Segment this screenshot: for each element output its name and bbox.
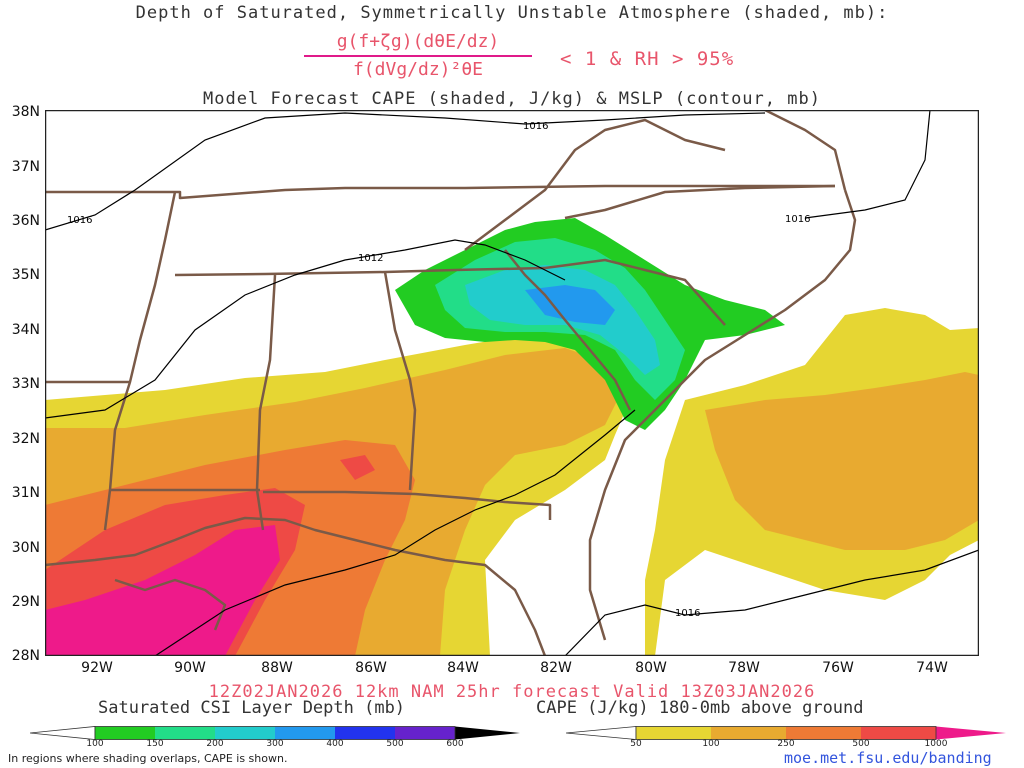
cape-colorbar — [566, 726, 1006, 740]
mississippi-river — [103, 191, 177, 531]
lat-label: 35N — [11, 267, 40, 283]
cape-tick: 500 — [852, 739, 870, 749]
isobar-1016-north — [45, 112, 766, 231]
lon-label: 86W — [355, 660, 387, 676]
delmarva-coast — [764, 110, 847, 191]
formula-condition: < 1 & RH > 95% — [560, 48, 735, 70]
va-nc-border — [564, 184, 836, 220]
cape-bar-50 — [636, 726, 711, 740]
csi-tick: 150 — [146, 739, 164, 749]
csi-bar-150 — [155, 726, 215, 740]
csi-tick: 400 — [326, 739, 344, 749]
lat-label: 36N — [11, 213, 40, 229]
lon-label: 90W — [174, 660, 206, 676]
overlap-note: In regions where shading overlaps, CAPE … — [8, 752, 288, 765]
cape-bar-500 — [861, 726, 936, 740]
lat-label: 38N — [11, 104, 40, 120]
cape-bar-high-tip — [936, 726, 1006, 740]
louisiana-delta — [114, 578, 227, 631]
fraction-bar — [304, 55, 532, 57]
tn-ky-border — [45, 184, 835, 200]
lat-label: 37N — [11, 159, 40, 175]
cape-tick: 50 — [630, 739, 642, 749]
lon-label: 80W — [635, 660, 667, 676]
csi-300-region — [525, 285, 615, 325]
cape-legend-title: CAPE (J/kg) 180-0mb above ground — [536, 698, 864, 718]
run-info: 12Z02JAN2026 12km NAM 25hr forecast Vali… — [208, 682, 816, 702]
isobar-1016-northeast — [804, 110, 931, 219]
nc-sc-border — [544, 258, 726, 326]
csi-tick: 600 — [446, 739, 464, 749]
lat-label: 28N — [11, 648, 40, 664]
lat-label: 29N — [11, 594, 40, 610]
formula-denominator: f(dVg/dz)²θE — [352, 59, 484, 80]
csi-colorbar — [30, 726, 520, 740]
csi-bar-200 — [215, 726, 275, 740]
mslp-isobars — [45, 110, 979, 656]
lat-label: 30N — [11, 540, 40, 556]
ga-sc-border — [504, 249, 632, 411]
map-frame — [45, 110, 979, 656]
lon-label: 78W — [728, 660, 760, 676]
title-line-3: Model Forecast CAPE (shaded, J/kg) & MSL… — [203, 89, 821, 109]
gulf-coast — [45, 516, 547, 656]
cape-100-east — [705, 372, 979, 550]
ms-al-border — [255, 274, 277, 531]
formula-numerator: g(f+ζg)(dθE/dz) — [336, 31, 500, 52]
cape-bar-250 — [786, 726, 861, 740]
isobar-label-2: 1016 — [67, 215, 92, 226]
csi-legend-title: Saturated CSI Layer Depth (mb) — [98, 698, 406, 718]
csi-tick: 300 — [266, 739, 284, 749]
lon-label: 92W — [81, 660, 113, 676]
cape-tick: 250 — [777, 739, 795, 749]
isobar-label-5: 1016 — [675, 608, 700, 619]
csi-bar-high-tip — [455, 726, 520, 740]
lat-label: 31N — [11, 485, 40, 501]
csi-bar-low-tip — [30, 726, 96, 740]
state-boundaries — [45, 110, 857, 656]
isobar-label-4: 1012 — [358, 253, 383, 264]
isobar-1016-southwest — [154, 409, 636, 656]
fl-panhandle-border — [263, 490, 552, 520]
cape-bar-low-tip — [566, 726, 637, 740]
csi-bar-100 — [95, 726, 155, 740]
lon-label: 76W — [822, 660, 854, 676]
isobar-label-1: 1016 — [523, 121, 548, 132]
atlantic-coast — [588, 189, 857, 641]
al-ga-border — [383, 271, 417, 491]
csi-bar-300 — [275, 726, 335, 740]
csi-tick: 500 — [386, 739, 404, 749]
isobar-1016-south — [564, 549, 979, 656]
cape-tick: 1000 — [924, 739, 948, 749]
cape-1000-region — [45, 525, 280, 656]
csi-200-region — [465, 265, 660, 375]
csi-tick: 100 — [86, 739, 104, 749]
cape-500-blob — [340, 455, 375, 480]
lon-label: 82W — [540, 660, 572, 676]
isobar-1012 — [45, 239, 566, 419]
lon-label: 88W — [261, 660, 293, 676]
cape-shading — [45, 308, 979, 656]
source-url[interactable]: moe.met.fsu.edu/banding — [784, 749, 992, 767]
isobar-label-3: 1016 — [785, 214, 810, 225]
cape-bar-100 — [711, 726, 786, 740]
title-line-1: Depth of Saturated, Symmetrically Unstab… — [135, 3, 889, 23]
csi-bar-400 — [335, 726, 395, 740]
csi-shading — [395, 218, 785, 430]
lat-label: 34N — [11, 322, 40, 338]
csi-bar-outline — [94, 726, 456, 740]
csi-tick: 200 — [206, 739, 224, 749]
lat-label: 32N — [11, 431, 40, 447]
lon-label: 84W — [447, 660, 479, 676]
lat-label: 33N — [11, 376, 40, 392]
lon-label: 74W — [916, 660, 948, 676]
title-formula: g(f+ζg)(dθE/dz) f(dVg/dz)²θE — [300, 30, 536, 82]
forecast-map: 1016 1016 1016 1012 1016 — [45, 110, 979, 656]
csi-bar-500 — [395, 726, 455, 740]
cape-tick: 100 — [702, 739, 720, 749]
cape-bar-outline — [635, 726, 937, 740]
appalachian-divide — [464, 118, 726, 251]
